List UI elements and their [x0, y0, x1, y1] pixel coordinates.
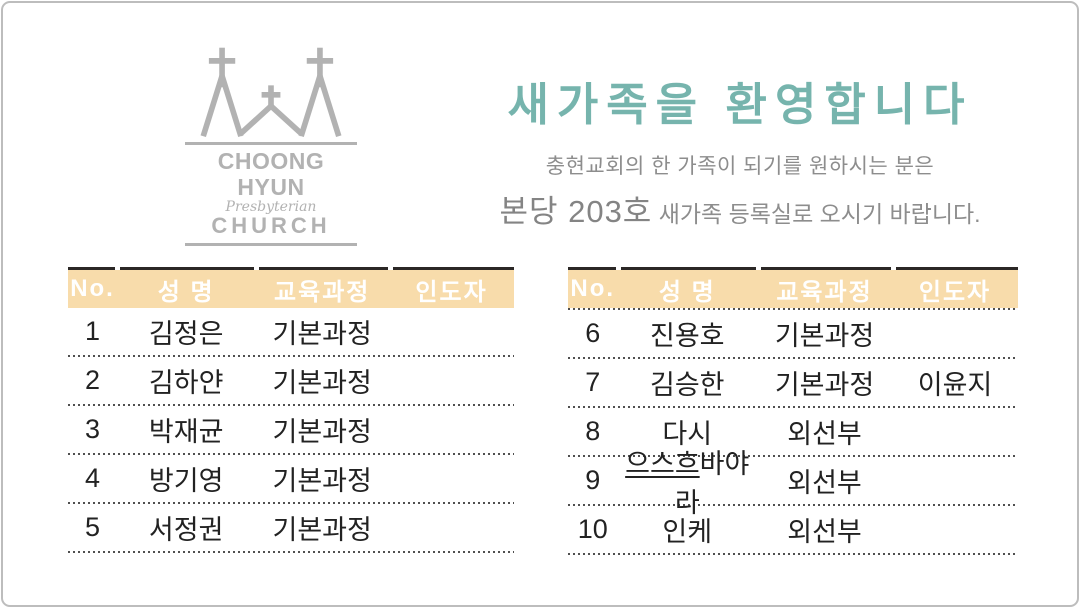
table-top-rule: [68, 267, 515, 270]
logo-rule-bottom: [185, 243, 357, 246]
dotted-divider: [68, 502, 514, 504]
cell-course: 기본과정: [272, 319, 372, 349]
cell-no: 3: [85, 414, 101, 444]
cell-name: 박재균: [148, 417, 224, 447]
church-logo: CHOONG HYUN Presbyterian CHURCH: [185, 42, 357, 248]
column-header: No.: [570, 275, 616, 302]
cell-course: 외선부: [787, 517, 862, 547]
dotted-divider: [68, 453, 514, 455]
cell-no: 9: [585, 465, 601, 495]
cell-course: 기본과정: [774, 370, 875, 400]
table-row: 10 인케 외선부: [568, 506, 1018, 553]
dotted-divider: [568, 553, 1018, 555]
cell-no: 5: [85, 512, 101, 542]
cell-course: 기본과정: [272, 417, 372, 447]
cell-name: 김하얀: [148, 368, 224, 398]
table-row: 4 방기영 기본과정: [68, 455, 514, 502]
cell-no: 6: [585, 318, 601, 348]
cell-course: 외선부: [787, 468, 862, 498]
cell-course: 기본과정: [272, 368, 372, 398]
cell-course: 기본과정: [774, 321, 875, 351]
roster-table-left: No. 성 명 교육과정 인도자 1 김정은 기본과정 2 김하얀 기본과정 3 박재균 기본과정 4 방기…: [68, 267, 515, 553]
table-row: 7 김승한 기본과정 이윤지: [568, 359, 1018, 406]
cell-name: 서정권: [148, 515, 224, 545]
logo-church-word: CHURCH: [211, 213, 331, 238]
table-header-row: No. 성 명 교육과정 인도자: [568, 270, 1018, 308]
table-header-row: No. 성 명 교육과정 인도자: [68, 270, 514, 308]
cell-name: 으스흐바야라: [618, 442, 758, 520]
name-rest-text: 바야라: [674, 448, 750, 518]
cell-name: 김승한: [649, 370, 725, 400]
cell-no: 7: [585, 367, 601, 397]
table-row: 5 서정권 기본과정: [68, 504, 514, 551]
dotted-divider: [568, 455, 1018, 457]
dotted-divider: [68, 551, 514, 553]
subtitle-line1: 충현교회의 한 가족이 되기를 원하시는 분은: [545, 155, 935, 178]
table-row: 3 박재균 기본과정: [68, 406, 514, 453]
cell-name: 다시: [662, 419, 713, 449]
table-row: 8 다시 외선부: [568, 408, 1018, 455]
cell-name: 김정은: [148, 319, 224, 349]
dotted-divider: [568, 504, 1018, 506]
table-row: 1 김정은 기본과정: [68, 308, 514, 355]
welcome-heading-block: 새가족을 환영합니다 충현교회의 한 가족이 되기를 원하시는 분은 본당 20…: [420, 68, 1060, 231]
column-header: 교육과정: [776, 278, 873, 306]
cell-name: 인케: [662, 517, 713, 547]
dotted-divider: [568, 308, 1018, 310]
table-row: 6 진용호 기본과정: [568, 310, 1018, 357]
cell-course: 기본과정: [272, 466, 372, 496]
roster-table-right: No. 성 명 교육과정 인도자 6 진용호 기본과정 7 김승한 기본과정 이윤지 8 다시 외선부 9 으…: [568, 267, 1018, 555]
table-row: 2 김하얀 기본과정: [68, 357, 514, 404]
column-header: 인도자: [918, 278, 992, 306]
cell-no: 10: [577, 514, 608, 544]
cell-name: 방기영: [148, 466, 224, 496]
cell-no: 1: [85, 316, 101, 346]
column-header: 성 명: [658, 278, 716, 306]
column-header: No.: [70, 275, 115, 302]
dotted-divider: [68, 355, 514, 357]
table-row: 9 으스흐바야라 외선부: [568, 449, 1018, 518]
column-header: 인도자: [415, 278, 488, 306]
cell-no: 8: [585, 416, 601, 446]
column-header: 성 명: [157, 278, 215, 306]
cell-no: 4: [85, 463, 101, 493]
column-header: 교육과정: [274, 278, 371, 306]
subtitle-line2: 본당 203호 새가족 등록실로 오시기 바랍니다.: [420, 186, 1060, 231]
ime-underlined-text: 으스흐: [625, 448, 700, 479]
cell-course: 기본과정: [272, 515, 372, 545]
table-top-rule: [568, 267, 1018, 270]
page-title: 새가족을 환영합니다: [507, 79, 973, 130]
room-number-text: 본당 203호: [499, 194, 653, 229]
cell-no: 2: [85, 365, 101, 395]
cell-leader: 이윤지: [917, 370, 993, 400]
cell-course: 외선부: [787, 419, 862, 449]
dotted-divider: [568, 357, 1018, 359]
logo-church-name: CHOONG HYUN: [217, 148, 325, 200]
dotted-divider: [568, 406, 1018, 408]
cell-name: 진용호: [649, 321, 725, 351]
subtitle-line2-rest: 새가족 등록실로 오시기 바랍니다.: [652, 201, 981, 227]
dotted-divider: [68, 404, 514, 406]
logo-presbyterian: Presbyterian: [225, 199, 317, 215]
logo-rule-top: [185, 142, 357, 145]
three-crosses-icon: [200, 47, 342, 138]
